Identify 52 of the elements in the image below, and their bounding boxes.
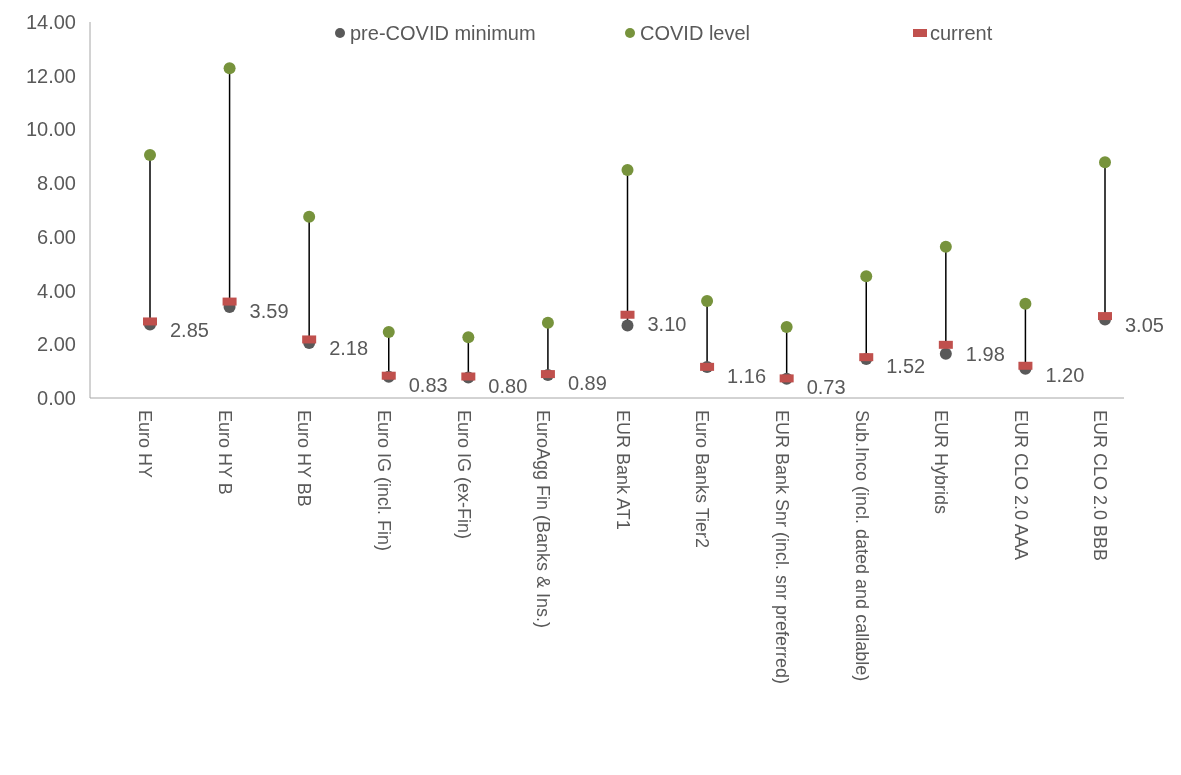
x-tick-label: Euro HY BB bbox=[294, 410, 315, 507]
legend-label: COVID level bbox=[640, 22, 751, 44]
data-label: 2.85 bbox=[170, 319, 209, 342]
point bbox=[144, 148, 156, 161]
data-label: 1.52 bbox=[886, 355, 926, 378]
data-label: 0.89 bbox=[567, 372, 607, 395]
legend-label: pre-COVID minimum bbox=[350, 22, 536, 44]
point bbox=[621, 163, 634, 176]
x-tick-label: EUR CLO 2.0 BBB bbox=[1090, 410, 1111, 562]
y-tick-label: 0.00 bbox=[37, 387, 76, 409]
data-label: 3.59 bbox=[249, 299, 289, 322]
y-tick-label: 8.00 bbox=[37, 172, 76, 195]
point bbox=[939, 240, 952, 253]
x-tick-label: EUR CLO 2.0 AAA bbox=[1010, 410, 1031, 561]
point bbox=[860, 270, 873, 283]
x-tick-label: EuroAgg Fin (Banks & Ins.) bbox=[533, 410, 554, 629]
data-label: 1.16 bbox=[727, 364, 767, 387]
data-label: 0.80 bbox=[488, 374, 528, 397]
point bbox=[1019, 297, 1032, 310]
y-tick-label: 12.00 bbox=[25, 64, 76, 87]
x-tick-label: EUR Hybrids bbox=[931, 410, 952, 515]
y-tick-label: 2.00 bbox=[37, 333, 76, 356]
point bbox=[939, 347, 952, 360]
legend-label: current bbox=[930, 22, 993, 44]
data-label: 2.18 bbox=[329, 337, 369, 360]
point bbox=[462, 331, 475, 344]
data-label: 1.98 bbox=[965, 342, 1005, 365]
x-tick-label: EUR Bank AT1 bbox=[612, 410, 633, 530]
data-label: 0.83 bbox=[408, 373, 448, 396]
x-tick-label: Sub.Inco (incl. dated and callable) bbox=[851, 410, 872, 682]
point bbox=[303, 210, 316, 223]
y-tick-label: 4.00 bbox=[37, 279, 76, 302]
data-label: 3.05 bbox=[1125, 314, 1164, 337]
y-tick-label: 14.00 bbox=[25, 11, 76, 33]
x-tick-label: Euro HY bbox=[135, 410, 156, 479]
point bbox=[1099, 156, 1111, 169]
x-tick-label: Euro IG (ex-Fin) bbox=[453, 410, 474, 540]
data-label: 3.10 bbox=[647, 312, 687, 335]
point bbox=[621, 319, 634, 332]
y-tick-label: 10.00 bbox=[25, 118, 76, 141]
point bbox=[541, 316, 554, 329]
point bbox=[780, 321, 793, 334]
y-tick-label: 6.00 bbox=[37, 225, 76, 248]
x-tick-label: Euro Banks Tier2 bbox=[692, 410, 713, 549]
data-label: 1.20 bbox=[1045, 363, 1085, 386]
x-tick-label: Euro HY B bbox=[214, 410, 235, 495]
point bbox=[701, 295, 714, 308]
x-tick-label: Euro IG (incl. Fin) bbox=[374, 410, 394, 552]
data-label: 0.73 bbox=[806, 376, 846, 399]
x-tick-label: EUR Bank Snr (incl. snr preferred) bbox=[771, 410, 792, 685]
point bbox=[223, 62, 236, 75]
point bbox=[382, 325, 395, 338]
